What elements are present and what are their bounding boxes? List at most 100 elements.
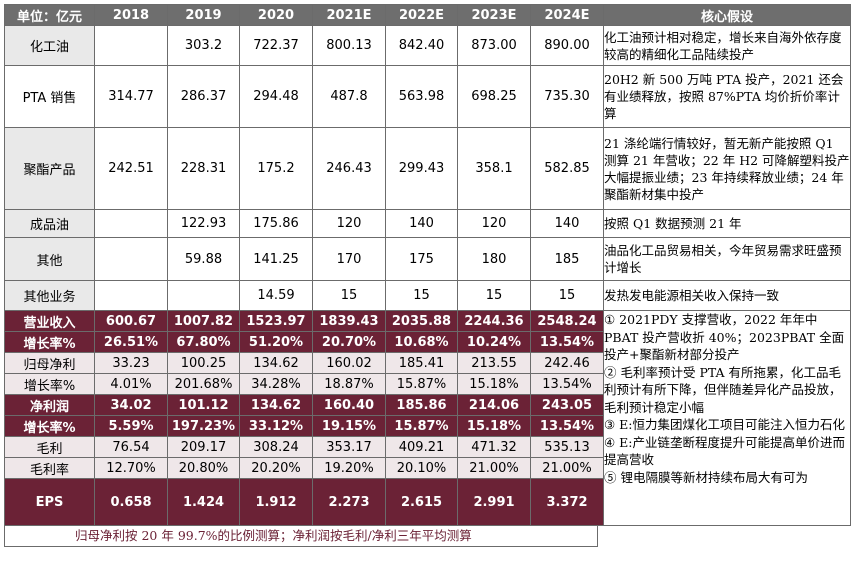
cell-value: 14.59 — [239, 280, 313, 311]
cell-value: 101.12 — [167, 394, 240, 416]
cell-value: 134.62 — [239, 394, 313, 416]
cell-value: 303.2 — [167, 25, 240, 66]
cell-value: 34.02 — [94, 394, 168, 416]
cell-value: 228.31 — [167, 127, 240, 210]
year-header: 2024E — [530, 4, 604, 26]
cell-value: 308.24 — [239, 436, 313, 458]
cell-value: 600.67 — [94, 310, 168, 332]
year-header: 2021E — [312, 4, 386, 26]
cell-value: 15.87% — [385, 415, 458, 437]
cell-value: 243.05 — [530, 394, 604, 416]
forecast-table: 单位：亿元 2018 2019 2020 2021E 2022E 2023E 2… — [4, 4, 851, 526]
cell-value: 20.10% — [385, 457, 458, 479]
cell-value: 100.25 — [167, 352, 240, 374]
segment-row-pta: PTA 销售 314.77 286.37 294.48 487.8 563.98… — [4, 65, 851, 128]
cell-value: 15 — [457, 280, 531, 311]
cell-value: 722.37 — [239, 25, 313, 66]
segment-row-polyester: 聚酯产品 242.51 228.31 175.2 246.43 299.43 3… — [4, 127, 851, 210]
cell-value: 140 — [385, 209, 458, 238]
assumption-item: ③ E:恒力集团煤化工项目可能注入恒力石化 — [604, 417, 846, 432]
cell-value: 21.00% — [457, 457, 531, 479]
assumption-note: 21 涤纶端行情较好，暂无新产能按照 Q1 测算 21 年营收；22 年 H2 … — [603, 127, 851, 210]
cell-value: 487.8 — [312, 65, 386, 128]
cell-value: 5.59% — [94, 415, 168, 437]
cell-value: 582.85 — [530, 127, 604, 210]
row-label: 其他业务 — [4, 280, 95, 311]
cell-value: 10.24% — [457, 331, 531, 353]
segment-row-refined-oil: 成品油 122.93 175.86 120 140 120 140 按照 Q1 … — [4, 209, 851, 238]
cell-value: 1.424 — [167, 478, 240, 526]
year-header: 2023E — [457, 4, 531, 26]
cell-value: 2.615 — [385, 478, 458, 526]
cell-value: 175 — [385, 237, 458, 281]
cell-value: 842.40 — [385, 25, 458, 66]
cell-value: 2.273 — [312, 478, 386, 526]
cell-value: 20.20% — [239, 457, 313, 479]
cell-value: 563.98 — [385, 65, 458, 128]
segment-row-chemical-oil: 化工油 303.2 722.37 800.13 842.40 873.00 89… — [4, 25, 851, 66]
key-assumptions-box: ① 2021PDY 支撑营收，2022 年年中 PBAT 投产营收折 40%；2… — [603, 310, 851, 526]
cell-value: 21.00% — [530, 457, 604, 479]
cell-value: 13.54% — [530, 331, 604, 353]
cell-value: 141.25 — [239, 237, 313, 281]
year-header: 2022E — [385, 4, 458, 26]
cell-value: 19.15% — [312, 415, 386, 437]
cell-value: 299.43 — [385, 127, 458, 210]
cell-value: 15 — [385, 280, 458, 311]
year-header: 2020 — [239, 4, 313, 26]
cell-value — [167, 280, 240, 311]
financial-row-net-profit-parent-growth: 增长率% 4.01% 201.68% 34.28% 18.87% 15.87% … — [4, 373, 851, 395]
row-label: 营业收入 — [4, 310, 95, 332]
cell-value: 1007.82 — [167, 310, 240, 332]
cell-value: 873.00 — [457, 25, 531, 66]
cell-value: 33.23 — [94, 352, 168, 374]
cell-value: 33.12% — [239, 415, 313, 437]
row-label: EPS — [4, 478, 95, 526]
assumption-item: ⑤ 锂电隔膜等新材持续布局大有可为 — [604, 469, 808, 485]
cell-value: 286.37 — [167, 65, 240, 128]
cell-value: 18.87% — [312, 373, 386, 395]
footnote: 归母净利按 20 年 99.7%的比例测算；净利润按毛利/净利三年平均测算 — [4, 526, 598, 547]
cell-value: 140 — [530, 209, 604, 238]
financial-row-revenue-growth: 增长率% 26.51% 67.80% 51.20% 20.70% 10.68% … — [4, 331, 851, 353]
cell-value: 890.00 — [530, 25, 604, 66]
row-label: 化工油 — [4, 25, 95, 66]
cell-value: 800.13 — [312, 25, 386, 66]
cell-value: 160.02 — [312, 352, 386, 374]
cell-value: 358.1 — [457, 127, 531, 210]
year-header: 2019 — [167, 4, 240, 26]
cell-value — [94, 25, 168, 66]
cell-value: 175.2 — [239, 127, 313, 210]
row-label: 增长率% — [4, 331, 95, 353]
financial-row-net-profit-growth: 增长率% 5.59% 197.23% 33.12% 19.15% 15.87% … — [4, 415, 851, 437]
cell-value: 76.54 — [94, 436, 168, 458]
cell-value: 13.54% — [530, 415, 604, 437]
row-label: 归母净利 — [4, 352, 95, 374]
cell-value: 59.88 — [167, 237, 240, 281]
cell-value: 201.68% — [167, 373, 240, 395]
financial-row-gross-margin: 毛利率 12.70% 20.80% 20.20% 19.20% 20.10% 2… — [4, 457, 851, 479]
cell-value: 15 — [530, 280, 604, 311]
assumption-note: 20H2 新 500 万吨 PTA 投产，2021 还会有业绩释放，按照 87%… — [603, 65, 851, 128]
assumption-note: 化工油预计相对稳定，增长来自海外依存度较高的精细化工品陆续投产 — [603, 25, 851, 66]
row-label: 毛利 — [4, 436, 95, 458]
assumption-item: ② 毛利率预计受 PTA 有所拖累，化工品毛利预计有所下降，但伴随差异化产品投放… — [604, 364, 842, 415]
financial-row-net-profit-parent: 归母净利 33.23 100.25 134.62 160.02 185.41 2… — [4, 352, 851, 374]
cell-value: 12.70% — [94, 457, 168, 479]
row-label: 净利润 — [4, 394, 95, 416]
cell-value: 34.28% — [239, 373, 313, 395]
assumption-item: ① 2021PDY 支撑营收，2022 年年中 PBAT 投产营收折 40%；2… — [604, 312, 845, 362]
cell-value: 15.87% — [385, 373, 458, 395]
row-label: 毛利率 — [4, 457, 95, 479]
cell-value: 15.18% — [457, 373, 531, 395]
cell-value: 20.80% — [167, 457, 240, 479]
cell-value: 2.991 — [457, 478, 531, 526]
cell-value: 13.54% — [530, 373, 604, 395]
cell-value: 294.48 — [239, 65, 313, 128]
cell-value: 698.25 — [457, 65, 531, 128]
row-label: 增长率% — [4, 373, 95, 395]
cell-value: 3.372 — [530, 478, 604, 526]
cell-value: 120 — [312, 209, 386, 238]
cell-value: 4.01% — [94, 373, 168, 395]
cell-value: 197.23% — [167, 415, 240, 437]
